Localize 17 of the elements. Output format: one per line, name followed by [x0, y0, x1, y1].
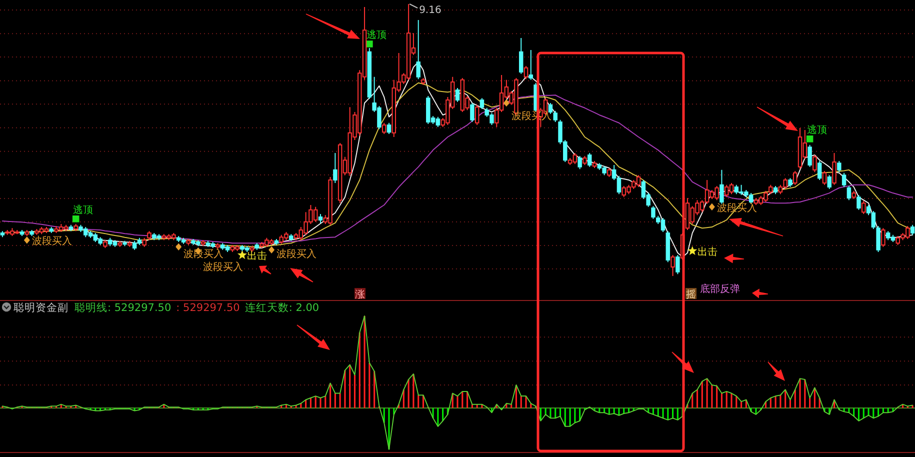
text: 逃顶	[72, 204, 93, 216]
text: 波段买入	[32, 236, 72, 248]
annotation: 9.16	[419, 5, 442, 16]
text: 连红天数: 2.00	[244, 302, 320, 314]
text: 逃顶	[366, 30, 386, 41]
text: 摇	[686, 288, 696, 300]
series-label: 波段买入	[276, 248, 317, 260]
text: 涨	[355, 288, 365, 300]
text: : 529297.50	[176, 302, 240, 314]
chart-title: 聪明资金副	[14, 302, 68, 314]
text: 出击	[697, 246, 718, 258]
text: 波段买入	[716, 202, 757, 214]
text: 底部反弹	[700, 283, 740, 295]
text: 聪明线: 529297.50	[74, 301, 172, 314]
series-label: 逃顶	[806, 124, 827, 136]
text: 波段买入	[203, 262, 244, 273]
series-label: 出击	[247, 250, 268, 262]
